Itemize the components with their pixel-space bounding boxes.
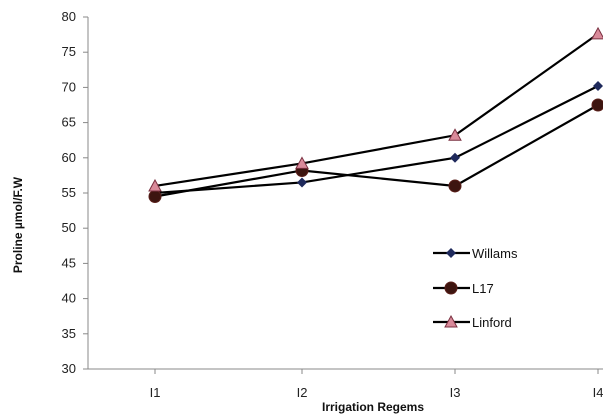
data-point: [297, 177, 307, 188]
legend-label: Linford: [472, 315, 512, 330]
y-tick-label: 45: [62, 255, 76, 270]
y-axis: 30 35 40 45 50 55 60 65 70 75 80: [62, 9, 89, 376]
data-point: [448, 179, 462, 193]
x-tick-label: I2: [297, 385, 308, 400]
y-tick-label: 40: [62, 291, 76, 306]
y-tick-label: 80: [62, 9, 76, 24]
y-tick-label: 70: [62, 79, 76, 94]
series-line: [154, 104, 599, 198]
data-point: [593, 80, 603, 91]
legend-label: L17: [472, 281, 494, 296]
y-tick-label: 50: [62, 220, 76, 235]
x-tick-label: I4: [593, 385, 603, 400]
series-line: [154, 85, 599, 195]
legend-marker: [446, 248, 456, 258]
legend-marker: [444, 314, 458, 328]
data-point: [591, 98, 603, 112]
y-axis-title: Proline µmol/F.W: [11, 176, 25, 273]
series-linford: [148, 26, 603, 192]
data-point: [591, 26, 603, 40]
y-tick-label: 30: [62, 361, 76, 376]
legend-marker: [444, 281, 458, 295]
legend-item: Linford: [433, 314, 512, 330]
y-tick-label: 55: [62, 185, 76, 200]
legend-item: L17: [433, 281, 494, 296]
x-tick-label: I1: [150, 385, 161, 400]
series-line: [154, 32, 599, 188]
series-layer: [148, 26, 603, 204]
data-point: [450, 152, 460, 163]
data-point: [148, 190, 162, 204]
y-tick-label: 75: [62, 44, 76, 59]
x-axis-title: Irrigation Regems: [322, 400, 424, 414]
y-tick-label: 35: [62, 326, 76, 341]
y-tick-label: 60: [62, 150, 76, 165]
x-axis: I1 I2 I3 I4: [88, 368, 603, 400]
legend-item: Willams: [433, 246, 518, 261]
data-point: [448, 128, 462, 141]
y-tick-label: 65: [62, 115, 76, 130]
legend: Willams L17 Linford: [433, 246, 518, 330]
data-point: [295, 156, 309, 169]
legend-label: Willams: [472, 246, 518, 261]
x-tick-label: I3: [450, 385, 461, 400]
data-point: [148, 178, 162, 192]
